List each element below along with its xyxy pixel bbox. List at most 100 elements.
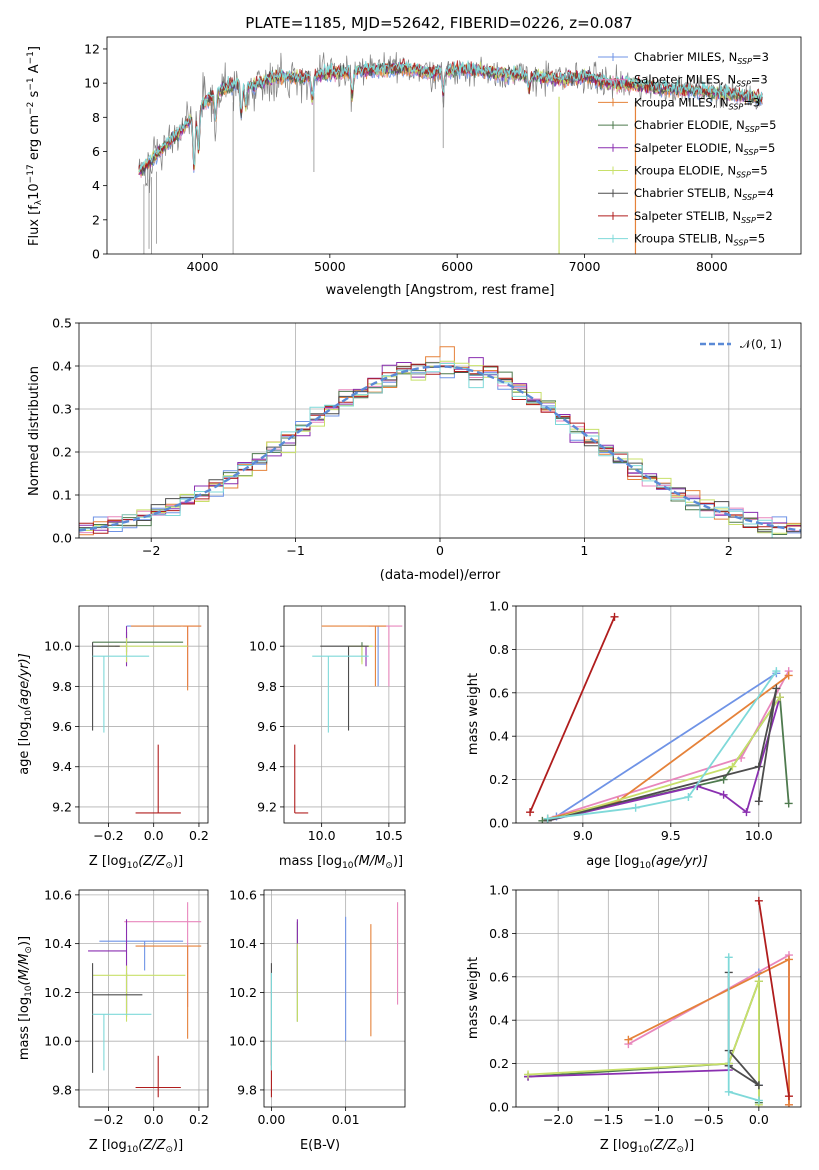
massweight-vs-z-panel: −2.0 −1.5 −1.0 −0.5 0.0 0.0 0.2 0.4 0.6 0.8 1.0 (489, 883, 802, 1127)
legend-label-n: =2 (756, 209, 773, 223)
spectrum-ylabel-expm1b: −1 (26, 51, 36, 64)
age-vs-mass-ytick-label: 9.4 (257, 759, 277, 774)
mass-vs-EBV-frame (263, 889, 406, 1108)
age-vs-z-xlabel-frac: (Z/Z (138, 854, 166, 869)
mass-vs-EBV-ytick-label: 10.2 (229, 985, 257, 1000)
mass-vs-EBV-xtick-label: 0.00 (257, 1112, 285, 1127)
age-vs-z-xlabel-sun: ⊙ (165, 861, 173, 871)
legend-label-chabrier-miles: Chabrier MILES, NSSP=3 (634, 50, 769, 66)
massweight-vs-Z-plot-area (524, 896, 793, 1107)
residuals-xlabel: (data-model)/error (380, 568, 501, 583)
spectrum-ytick-label: 4 (92, 178, 100, 193)
series-kroupa-miles (624, 955, 793, 1107)
legend-label-n: =5 (751, 164, 768, 178)
age-vs-z-xlabel: Z [log10(Z/Z⊙)] (89, 854, 183, 871)
series-line-chabrier-elodie (527, 980, 760, 1103)
mass-vs-z-panel: −0.2 0.0 0.2 9.8 10.0 10.2 10.4 10.6 (44, 887, 209, 1127)
series-chabrier-stelib (543, 684, 781, 823)
legend-label-n: =5 (760, 118, 777, 132)
massweight-vs-age-ytick-label: 0.0 (489, 816, 509, 831)
massweight-vs-age-xtick-label: 9.5 (661, 828, 681, 843)
massweight-vs-age-xlabel: age [log10(age/yr)] (586, 854, 708, 871)
series-chabrier-elodie (524, 977, 763, 1107)
legend-label-ssp: SSP (734, 239, 749, 248)
mass-vs-EBV-ytick-label: 10.0 (229, 1034, 257, 1049)
series-marker-salpeter-elodie (719, 790, 728, 799)
age-vs-Z-plot-area (92, 625, 202, 814)
series-line-chabrier-stelib (727, 972, 760, 1087)
age-vs-mass-frame (283, 605, 406, 824)
spectrum-ylabel-erg: erg cm (27, 115, 42, 164)
age-vs-Z-ytick-label: 10.0 (44, 639, 72, 654)
errorbar-salpeter-stelib (294, 744, 309, 814)
legend-label-text: Kroupa MILES, N (634, 95, 729, 109)
spectrum-ytick-label: 0 (92, 247, 100, 262)
spectrum-ylabel-lambda: λ (34, 199, 44, 205)
hist-kroupa-stelib (79, 363, 801, 538)
residuals-ylabel: Normed distribution (27, 366, 42, 496)
spectrum-ylabel: Flux [fλ10−17 erg cm−2 s−1 A−1] (26, 46, 44, 246)
age-vs-Z-ytick-label: 9.8 (52, 679, 72, 694)
age-vs-Z-frame (78, 605, 209, 824)
age-vs-mass-plot-area (294, 625, 403, 814)
age-vs-z-ylabel-frac: (age/yr)] (17, 653, 32, 710)
massweight-vs-Z-xtick-label: 0.0 (749, 1112, 769, 1127)
massweight-vs-z-xlabel-frac: (Z/Z (649, 1138, 677, 1153)
spectrum-ylabel-ten: 10 (27, 183, 42, 200)
spectrum-ylabel-expm1a: −1 (26, 77, 36, 90)
age-vs-z-panel: −0.2 0.0 0.2 9.2 9.4 9.6 9.8 10.0 (44, 605, 209, 843)
massweight-vs-age-ylabel: mass weight (466, 673, 481, 755)
massweight-vs-Z-ytick-label: 0.6 (489, 969, 509, 984)
errorbar-kroupa-miles (321, 625, 387, 687)
massweight-vs-age-xtick-label: 10.0 (745, 828, 773, 843)
massweight-vs-z-xlabel: Z [log10(Z/Z⊙)] (600, 1138, 694, 1155)
massweight-vs-age-ytick-label: 0.8 (489, 642, 509, 657)
residuals-ytick-label: 0.1 (52, 488, 72, 503)
legend-label-n: =3 (743, 95, 760, 109)
mass-vs-Z-frame (78, 889, 209, 1108)
legend-label-n: =3 (752, 50, 769, 64)
series-line-kroupa-elodie (527, 980, 760, 1105)
age-vs-Z-ytick-label: 9.2 (52, 799, 72, 814)
figure-title: PLATE=1185, MJD=52642, FIBERID=0226, z=0… (245, 14, 632, 32)
legend-label-kroupa-stelib: Kroupa STELIB, NSSP=5 (634, 232, 765, 248)
series-marker-salpeter-stelib (784, 1092, 793, 1101)
legend-label-ssp: SSP (742, 193, 757, 202)
mass-vs-EBV-plot-area (270, 902, 399, 1098)
spectrum-ytick-label: 2 (92, 212, 100, 227)
residuals-plot-area (79, 346, 801, 538)
series-chabrier-elodie (538, 693, 793, 823)
errorbar-chabrier-stelib (320, 645, 369, 731)
age-vs-z-xlabel-sub: 10 (127, 861, 139, 871)
errorbar-salpeter-stelib (135, 1055, 181, 1098)
errorbar-salpeter-miles (183, 625, 202, 687)
series-marker-chabrier-stelib (754, 797, 763, 806)
mass-vs-Z-xtick-label: −0.2 (93, 1112, 123, 1127)
spectrum-ylabel-exp: −17 (26, 164, 36, 183)
errorbar-kroupa-miles (135, 945, 202, 1039)
series-salpeter-stelib (526, 612, 619, 817)
spectrum-frame (106, 36, 802, 255)
massweight-vs-z-xlabel-sub: 10 (638, 1145, 650, 1155)
spectrum-xtick-label: 5000 (314, 259, 346, 274)
legend-label-text: Chabrier ELODIE, N (634, 118, 745, 132)
errorbar-kroupa-elodie (92, 965, 186, 1022)
legend-label-salpeter-stelib: Salpeter STELIB, NSSP=2 (634, 209, 773, 225)
series-marker-kroupa-stelib (543, 814, 552, 823)
series-marker-kroupa-stelib (631, 803, 640, 812)
spectrum-ytick-label: 10 (84, 76, 100, 91)
series-marker-kroupa-stelib (724, 1087, 733, 1096)
spectrum-model-kroupa-stelib (138, 60, 763, 173)
massweight-vs-z-xlabel-close: )] (684, 1138, 694, 1153)
residuals-ytick-label: 0.3 (52, 402, 72, 417)
massweight-vs-age-ytick-label: 1.0 (489, 599, 509, 614)
age-vs-mass-xlabel: mass [log10(M/M⊙)] (279, 854, 403, 871)
series-marker-kroupa-stelib (754, 1096, 763, 1105)
series-line-salpeter-stelib (758, 900, 790, 1097)
spectrum-ytick-label: 12 (84, 41, 100, 56)
series-marker-salpeter-stelib (754, 896, 763, 905)
residuals-xtick-label: −1 (286, 543, 304, 558)
mass-vs-ebv-xlabel: E(B-V) (300, 1138, 340, 1153)
residuals-ytick-label: 0.5 (52, 316, 72, 331)
